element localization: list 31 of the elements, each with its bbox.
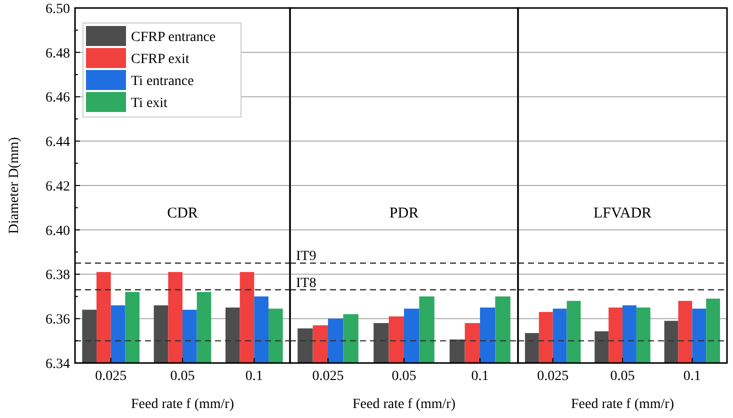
ref-line-label: IT8 — [296, 276, 316, 291]
y-axis-title: Diameter D(mm) — [7, 136, 22, 234]
x-tick-label: 0.025 — [312, 369, 344, 384]
x-tick-label: 0.05 — [170, 369, 195, 384]
y-tick-label: 6.50 — [46, 2, 70, 17]
x-tick-label: 0.1 — [245, 369, 263, 384]
legend-label: CFRP exit — [131, 52, 190, 67]
y-tick-label: 6.46 — [46, 90, 70, 106]
x-tick-label: 0.05 — [392, 369, 416, 384]
y-tick-label: 6.44 — [46, 135, 70, 150]
ref-line-label: IT9 — [296, 249, 316, 264]
x-tick-label: 0.1 — [471, 369, 489, 384]
x-tick-label: 0.1 — [683, 369, 701, 384]
legend-label: CFRP entrance — [131, 30, 216, 45]
y-tick-label: 6.36 — [46, 312, 70, 328]
text: CDR — [167, 205, 198, 222]
y-tick-label: 6.38 — [46, 268, 70, 284]
y-tick-label: 6.34 — [46, 356, 70, 372]
legend-label: Ti entrance — [131, 74, 194, 89]
y-tick-label: 6.48 — [46, 46, 70, 62]
x-axis-title: Feed rate f (mm/r) — [130, 397, 234, 412]
text: PDR — [389, 205, 419, 222]
y-tick-label: 6.42 — [46, 179, 70, 194]
x-axis-title: Feed rate f (mm/r) — [352, 397, 456, 412]
y-tick-label: 6.40 — [46, 224, 70, 239]
x-tick-label: 0.025 — [537, 369, 569, 384]
x-axis-title: Feed rate f (mm/r) — [570, 397, 674, 412]
legend-label: Ti exit — [131, 96, 168, 111]
text: LFVADR — [593, 205, 652, 222]
x-tick-label: 0.025 — [95, 369, 127, 384]
x-tick-label: 0.05 — [610, 369, 635, 384]
